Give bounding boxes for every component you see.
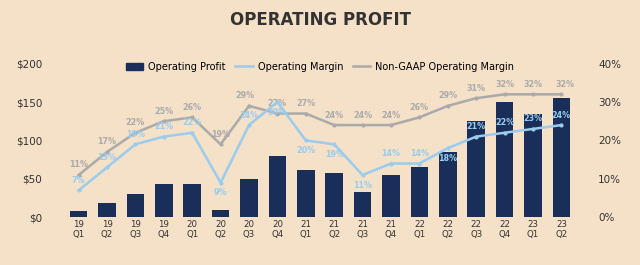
Text: 11%: 11% bbox=[69, 161, 88, 170]
Text: 19%: 19% bbox=[211, 130, 230, 139]
Text: 22%: 22% bbox=[182, 118, 202, 127]
Text: 24%: 24% bbox=[552, 111, 571, 120]
Text: 17%: 17% bbox=[97, 138, 116, 147]
Bar bbox=[354, 192, 371, 217]
Bar bbox=[269, 156, 286, 217]
Text: OPERATING PROFIT: OPERATING PROFIT bbox=[230, 11, 410, 29]
Text: 32%: 32% bbox=[524, 80, 543, 89]
Text: 9%: 9% bbox=[214, 188, 227, 197]
Bar bbox=[524, 113, 542, 217]
Text: 23%: 23% bbox=[524, 114, 543, 123]
Bar bbox=[325, 173, 343, 217]
Bar bbox=[382, 175, 400, 217]
Text: 26%: 26% bbox=[410, 103, 429, 112]
Bar bbox=[411, 167, 428, 217]
Bar bbox=[70, 211, 88, 217]
Bar bbox=[127, 194, 144, 217]
Bar bbox=[439, 152, 456, 217]
Text: 32%: 32% bbox=[495, 80, 514, 89]
Legend: Operating Profit, Operating Margin, Non-GAAP Operating Margin: Operating Profit, Operating Margin, Non-… bbox=[122, 58, 518, 76]
Text: 11%: 11% bbox=[353, 180, 372, 189]
Bar bbox=[240, 179, 258, 217]
Text: 24%: 24% bbox=[239, 111, 259, 120]
Bar bbox=[552, 98, 570, 217]
Bar bbox=[212, 210, 229, 217]
Text: 14%: 14% bbox=[410, 149, 429, 158]
Text: 24%: 24% bbox=[381, 111, 401, 120]
Text: 29%: 29% bbox=[438, 91, 458, 100]
Text: 29%: 29% bbox=[236, 91, 255, 100]
Text: 14%: 14% bbox=[381, 149, 401, 158]
Text: 21%: 21% bbox=[467, 122, 486, 131]
Text: 20%: 20% bbox=[296, 146, 316, 155]
Text: 27%: 27% bbox=[296, 99, 316, 108]
Bar bbox=[496, 102, 513, 217]
Bar bbox=[297, 170, 315, 217]
Text: 22%: 22% bbox=[126, 118, 145, 127]
Bar bbox=[155, 184, 173, 217]
Text: 22%: 22% bbox=[495, 118, 514, 127]
Text: 31%: 31% bbox=[467, 84, 486, 93]
Text: 32%: 32% bbox=[556, 80, 575, 89]
Text: 27%: 27% bbox=[268, 99, 287, 108]
Text: 18%: 18% bbox=[438, 154, 458, 163]
Text: 25%: 25% bbox=[154, 107, 173, 116]
Text: 24%: 24% bbox=[324, 111, 344, 120]
Text: 19%: 19% bbox=[126, 130, 145, 139]
Text: 21%: 21% bbox=[154, 122, 173, 131]
Text: 24%: 24% bbox=[353, 111, 372, 120]
Bar bbox=[98, 204, 116, 217]
Text: 19%: 19% bbox=[324, 150, 344, 159]
Text: 26%: 26% bbox=[182, 103, 202, 112]
Bar bbox=[467, 121, 485, 217]
Text: 7%: 7% bbox=[72, 176, 85, 185]
Text: 30%: 30% bbox=[268, 108, 287, 117]
Bar bbox=[184, 184, 201, 217]
Text: 13%: 13% bbox=[97, 153, 116, 162]
